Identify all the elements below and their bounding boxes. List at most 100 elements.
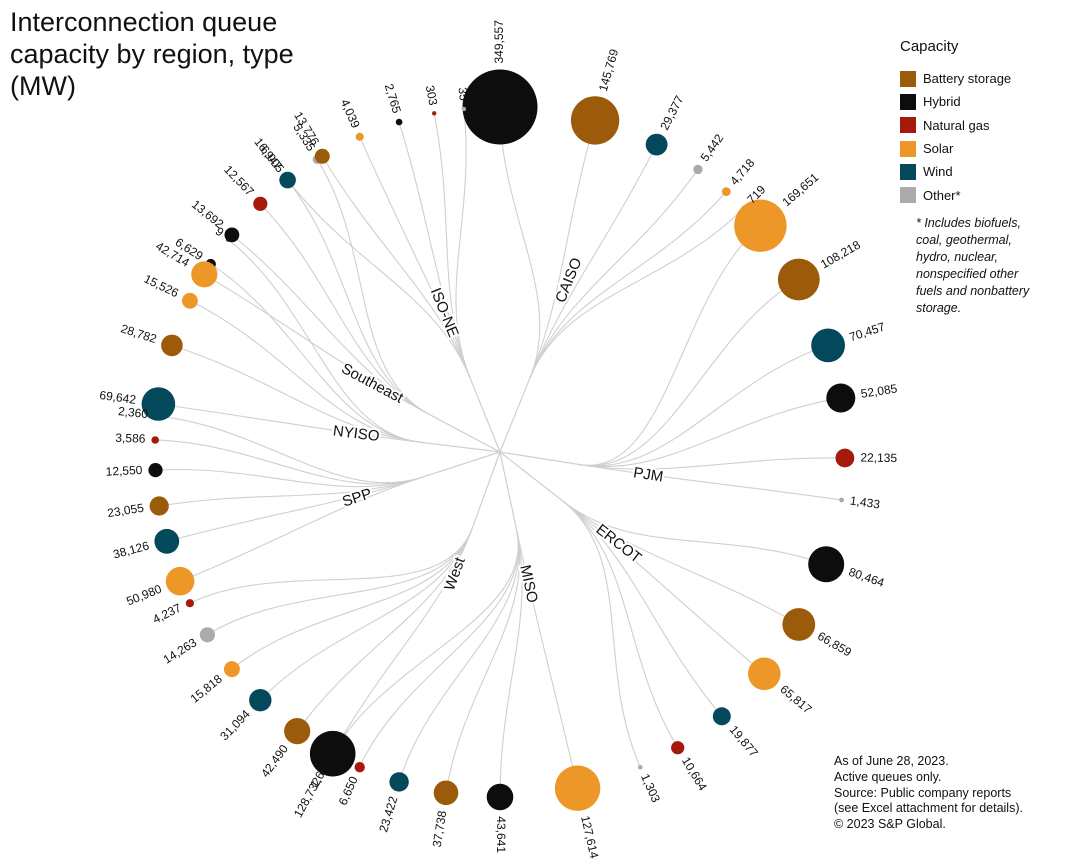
link-miso-natural-gas — [359, 530, 519, 768]
link-iso-ne-wind — [287, 179, 471, 379]
legend-item-label: Battery storage — [923, 71, 1012, 87]
link-pjm-other — [578, 463, 842, 501]
link-iso-ne-natural-gas — [433, 113, 471, 379]
region-label-caiso: CAISO — [552, 255, 585, 305]
bubble-pjm-wind — [811, 328, 845, 363]
legend: Capacity Battery storage Hybrid Natural … — [900, 38, 1070, 317]
value-label-caiso-hybrid: 349,557 — [492, 20, 506, 64]
link-ercot-solar — [562, 500, 765, 675]
link-west-wind — [259, 526, 474, 701]
bubble-pjm-other — [839, 497, 844, 503]
bubble-caiso-solar — [721, 187, 731, 197]
legend-swatch — [900, 93, 916, 110]
value-label-caiso-battery-storage: 145,769 — [596, 47, 622, 93]
bubble-ercot-natural-gas — [671, 741, 685, 755]
value-label-iso-ne-hybrid: 2,765 — [382, 82, 404, 115]
legend-item-battery-storage: Battery storage — [900, 67, 1070, 90]
trunk-link-iso-ne — [469, 377, 501, 453]
value-label-west-natural-gas: 4,237 — [150, 601, 183, 627]
trunk-link-miso — [499, 451, 518, 531]
legend-item-hybrid: Hybrid — [900, 90, 1070, 113]
chart-bubbles — [141, 69, 856, 811]
bubble-iso-ne-solar — [355, 132, 364, 141]
value-label-west-battery-storage: 42,490 — [258, 742, 291, 780]
trunk-link-pjm — [499, 451, 580, 466]
legend-footnote: * Includes biofuels, coal, geothermal, h… — [916, 215, 1030, 315]
link-west-hybrid — [332, 526, 474, 755]
bubble-nyiso-wind — [141, 387, 176, 421]
value-label-ercot-battery-storage: 66,859 — [815, 629, 854, 660]
value-label-southeast-natural-gas: 12,567 — [221, 163, 257, 199]
trunk-link-west — [472, 451, 501, 528]
link-nyiso-natural-gas — [227, 239, 421, 443]
bubble-iso-ne-wind — [279, 171, 296, 189]
bubble-pjm-natural-gas — [835, 448, 855, 468]
trunk-link-ercot — [499, 451, 564, 502]
link-west-other — [207, 526, 474, 636]
legend-title: Capacity — [900, 38, 959, 55]
bubble-spp-battery-storage — [149, 496, 169, 516]
bubble-iso-ne-natural-gas — [432, 111, 437, 116]
value-label-spp-wind: 38,126 — [112, 538, 151, 561]
value-label-spp-battery-storage: 23,055 — [106, 501, 145, 521]
footer-line: Active queues only. — [834, 769, 942, 784]
legend-swatch — [900, 187, 916, 204]
link-iso-ne-hybrid — [398, 121, 471, 379]
legend-item-natural-gas: Natural gas — [900, 114, 1070, 137]
bubble-pjm-hybrid — [826, 383, 856, 413]
link-nyiso-hybrid — [210, 263, 421, 443]
link-miso-wind — [398, 530, 520, 783]
value-label-ercot-other: 1,303 — [638, 772, 663, 805]
bubble-west-natural-gas — [185, 599, 194, 608]
bubble-ercot-hybrid — [808, 546, 845, 583]
link-miso-hybrid — [499, 530, 523, 798]
bubble-pjm-battery-storage — [777, 258, 820, 301]
link-pjm-hybrid — [578, 397, 841, 468]
value-label-nyiso-solar: 15,526 — [142, 272, 181, 301]
link-spp-hybrid — [155, 468, 425, 488]
link-caiso-wind — [529, 144, 658, 379]
value-label-iso-ne-solar: 4,039 — [338, 97, 363, 130]
link-iso-ne-solar — [359, 136, 471, 379]
value-label-pjm-hybrid: 52,085 — [860, 381, 899, 401]
value-label-nyiso-battery-storage: 28,782 — [119, 321, 159, 346]
bubble-west-wind — [249, 689, 272, 712]
legend-item-solar: Solar — [900, 137, 1070, 160]
bubble-miso-hybrid — [486, 783, 514, 811]
link-iso-ne-other — [455, 108, 471, 379]
trunk-link-caiso — [499, 377, 531, 453]
region-label-spp: SPP — [340, 485, 374, 510]
footer-line: As of June 28, 2023. — [834, 754, 949, 768]
value-label-west-other: 14,263 — [161, 635, 200, 666]
link-ercot-natural-gas — [562, 500, 679, 749]
value-label-pjm-other: 1,433 — [849, 493, 881, 511]
trunk-link-spp — [423, 451, 501, 478]
value-label-iso-ne-wind: 16,947 — [251, 135, 285, 173]
region-label-nyiso: NYISO — [332, 422, 380, 445]
source-footer: As of June 28, 2023. Active queues only.… — [834, 754, 1074, 833]
link-ercot-other — [562, 500, 641, 768]
legend-item-label: Wind — [923, 164, 953, 180]
link-caiso-hybrid — [499, 106, 541, 379]
footer-line: © 2023 S&P Global. — [834, 817, 946, 832]
link-nyiso-wind — [158, 403, 421, 443]
bubble-ercot-battery-storage — [782, 608, 816, 641]
legend-swatch — [900, 117, 916, 134]
value-label-spp-solar: 50,980 — [124, 582, 164, 609]
bubble-miso-wind — [389, 772, 409, 792]
link-ercot-wind — [562, 500, 723, 717]
value-label-nyiso-wind: 69,642 — [99, 388, 138, 407]
link-spp-other — [156, 415, 425, 484]
link-nyiso-battery-storage — [171, 344, 421, 443]
link-pjm-wind — [578, 344, 829, 467]
chart-title: Interconnection queue capacity by region… — [10, 7, 294, 101]
bubble-iso-ne-battery-storage — [314, 148, 330, 164]
bubble-miso-solar — [554, 765, 601, 811]
link-ercot-battery-storage — [562, 500, 800, 625]
legend-item-label: Other* — [923, 187, 961, 203]
bubble-caiso-battery-storage — [570, 96, 620, 145]
legend-swatch — [900, 70, 916, 87]
legend-item-wind: Wind — [900, 160, 1070, 183]
value-label-pjm-battery-storage: 108,218 — [818, 237, 863, 271]
bubble-west-hybrid — [309, 730, 356, 777]
